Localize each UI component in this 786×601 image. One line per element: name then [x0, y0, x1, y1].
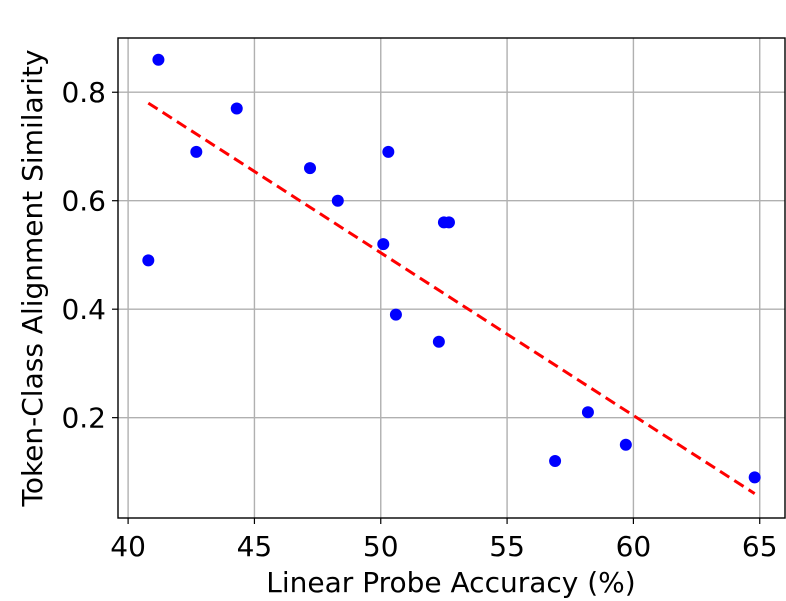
- data-point: [619, 438, 632, 451]
- data-point: [442, 216, 455, 229]
- plot-frame: [117, 37, 786, 519]
- x-tick-label: 40: [110, 530, 146, 563]
- data-point: [581, 406, 594, 419]
- x-tick-label: 65: [742, 530, 778, 563]
- y-tick-label: 0.6: [61, 185, 106, 218]
- y-axis-ticks: 0.2 0.4 0.6 0.8: [61, 76, 118, 435]
- x-tick-label: 60: [616, 530, 652, 563]
- y-tick-label: 0.4: [61, 293, 106, 326]
- data-point: [377, 238, 390, 251]
- data-point: [549, 455, 562, 468]
- y-tick-label: 0.2: [61, 402, 106, 435]
- data-points: [142, 53, 761, 484]
- data-point: [152, 53, 165, 66]
- data-point: [389, 308, 402, 321]
- data-point: [382, 145, 395, 158]
- x-axis-ticks: 40 45 50 55 60 65: [110, 518, 778, 563]
- x-tick-label: 55: [489, 530, 525, 563]
- data-point: [230, 102, 243, 115]
- x-axis-label: Linear Probe Accuracy (%): [266, 566, 635, 599]
- trend-line-group: [147, 101, 756, 495]
- grid-lines: [118, 38, 785, 518]
- data-point: [142, 254, 155, 267]
- data-point: [304, 162, 317, 175]
- y-tick-label: 0.8: [61, 76, 106, 109]
- data-point: [748, 471, 761, 484]
- x-tick-label: 50: [363, 530, 399, 563]
- y-axis-label: Token-Class Alignment Similarity: [16, 49, 49, 507]
- x-tick-label: 45: [237, 530, 273, 563]
- data-point: [432, 335, 445, 348]
- data-point: [190, 145, 203, 158]
- trend-line: [147, 101, 756, 495]
- data-point: [331, 194, 344, 207]
